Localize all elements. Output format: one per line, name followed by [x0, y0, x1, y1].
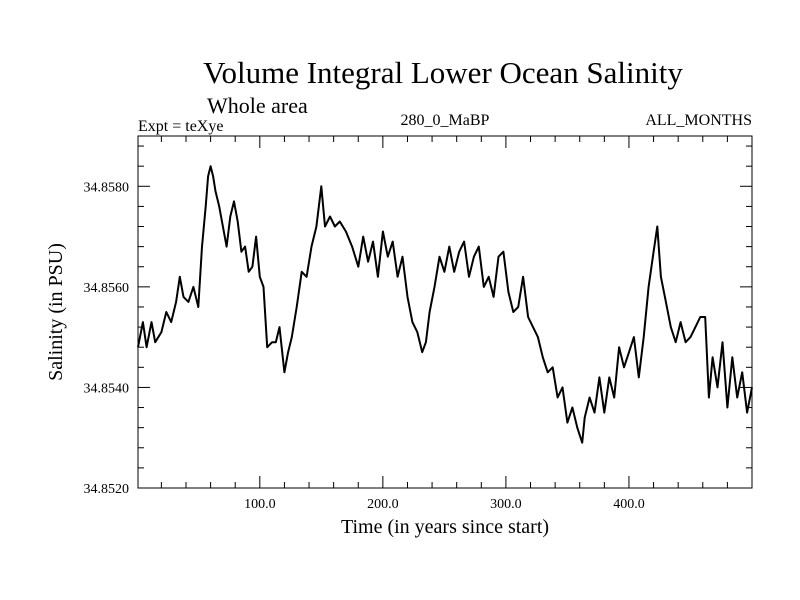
y-axis-label: Salinity (in PSU): [45, 243, 67, 381]
x-tick-label: 300.0: [490, 497, 522, 512]
experiment-label: Expt = teXye: [138, 118, 223, 135]
x-tick-label: 100.0: [244, 497, 276, 512]
plot-frame: [137, 135, 753, 489]
x-tick-label: 400.0: [613, 497, 645, 512]
y-tick-labels: 34.8520 34.8540 34.8560 34.8580: [84, 180, 130, 497]
axis-ticks: [138, 136, 752, 488]
months-label: ALL_MONTHS: [645, 112, 752, 129]
y-tick-label: 34.8520: [84, 482, 130, 497]
x-axis-label: Time (in years since start): [341, 516, 549, 538]
x-tick-label: 200.0: [367, 497, 399, 512]
x-tick-labels: 100.0 200.0 300.0 400.0: [244, 497, 645, 512]
y-tick-label: 34.8580: [84, 180, 130, 195]
salinity-series-line: [137, 165, 753, 444]
chart-title: Volume Integral Lower Ocean Salinity: [203, 55, 683, 90]
y-tick-label: 34.8540: [84, 381, 130, 396]
y-tick-label: 34.8560: [84, 281, 130, 296]
period-label: 280_0_MaBP: [401, 112, 490, 129]
chart-subtitle: Whole area: [207, 93, 308, 118]
